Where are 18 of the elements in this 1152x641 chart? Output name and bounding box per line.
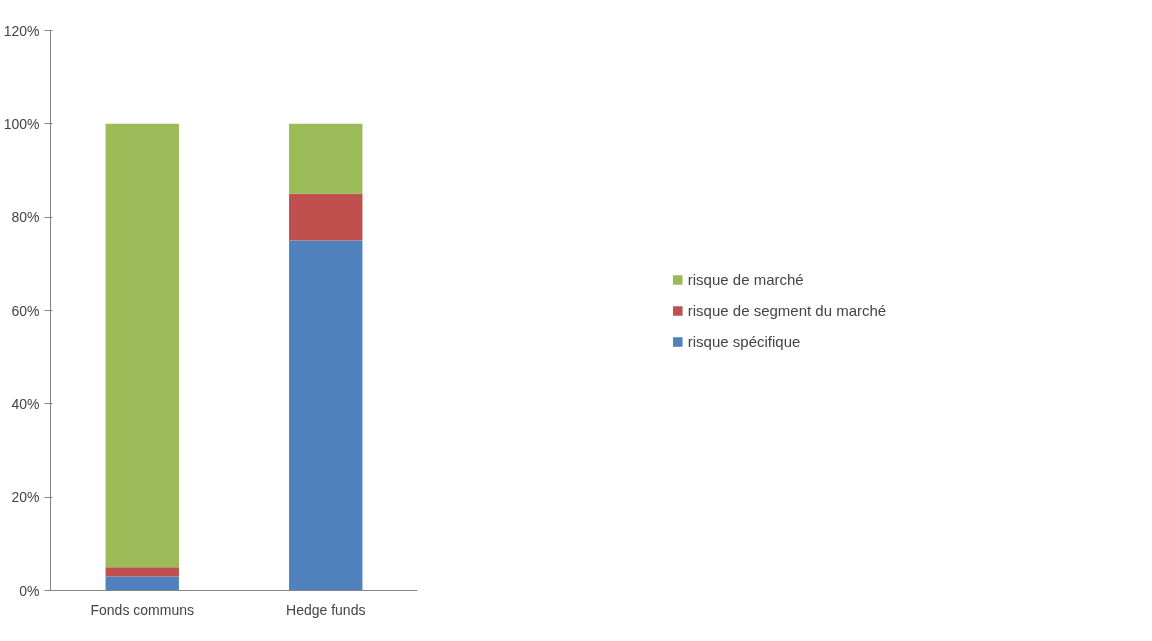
bar — [289, 240, 363, 591]
legend-label: risque de segment du marché — [687, 301, 887, 319]
bar — [289, 123, 363, 194]
bar — [105, 567, 179, 577]
bar — [105, 576, 179, 591]
legend-label: risque de marché — [687, 270, 804, 288]
x-tick-label: Hedge funds — [286, 601, 366, 618]
x-tick-label: Fonds communs — [90, 601, 194, 618]
legend-label: risque spécifique — [687, 332, 801, 350]
bar — [105, 123, 179, 568]
y-tick-label: 0% — [19, 582, 40, 599]
bar — [289, 193, 363, 241]
y-tick-label: 60% — [11, 302, 40, 319]
y-tick-label: 40% — [11, 395, 40, 412]
y-tick-label: 120% — [3, 22, 40, 39]
y-tick-label: 20% — [11, 489, 40, 506]
y-tick-label: 100% — [3, 115, 40, 132]
y-tick-label: 80% — [11, 209, 40, 226]
